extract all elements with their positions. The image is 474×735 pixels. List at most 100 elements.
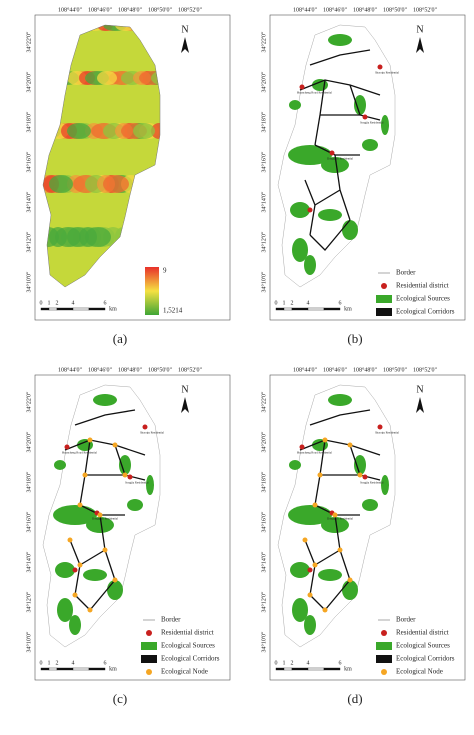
ecological-node xyxy=(122,472,128,478)
scale-label: km xyxy=(344,306,352,312)
scale-segment xyxy=(56,667,74,671)
heat-patch xyxy=(151,175,160,193)
panel-caption: (c) xyxy=(113,691,127,706)
heat-patch xyxy=(139,25,160,31)
scale-label: 6 xyxy=(104,300,107,306)
ecological-source xyxy=(290,562,310,578)
legend-label: Residential district xyxy=(396,629,449,637)
legend-source xyxy=(141,642,157,650)
longitude-label: 108°52'0" xyxy=(413,366,437,373)
scale-segment xyxy=(275,667,285,671)
place-label: Songjia Residential xyxy=(125,481,149,485)
ecological-source xyxy=(93,394,117,406)
legend-corridor xyxy=(376,308,392,316)
scale-label: km xyxy=(109,306,117,312)
ecological-node xyxy=(87,437,93,443)
heat-patch xyxy=(49,175,73,193)
latitude-label: 34°22'0" xyxy=(25,391,32,412)
heat-patch xyxy=(43,71,57,85)
legend-label: Ecological Sources xyxy=(161,642,215,650)
ecological-node xyxy=(322,607,328,613)
scale-segment xyxy=(323,667,341,671)
ecological-source xyxy=(107,580,123,600)
scale-segment xyxy=(275,307,285,311)
ecological-source xyxy=(69,615,81,635)
longitude-label: 108°48'0" xyxy=(118,6,142,13)
scale-label: km xyxy=(344,666,352,672)
ecological-node xyxy=(357,472,363,478)
legend-label: Ecological Corridors xyxy=(396,655,455,663)
latitude-label: 34°18'0" xyxy=(25,111,32,132)
latitude-label: 34°20'0" xyxy=(25,71,32,92)
latitude-label: 34°14'0" xyxy=(260,551,267,572)
north-arrow-label: N xyxy=(416,384,423,395)
place-label: Huancheng Road Residential xyxy=(62,451,97,455)
scale-label: 4 xyxy=(72,300,75,306)
place-label: Songjia Residential xyxy=(360,121,384,125)
place-label: Huancheng Road Residential xyxy=(297,91,332,95)
ecological-node xyxy=(102,547,108,553)
latitude-label: 34°18'0" xyxy=(260,471,267,492)
scale-label: 0 xyxy=(275,300,278,306)
ecological-source xyxy=(381,115,389,135)
legend-label: Ecological Sources xyxy=(396,642,450,650)
residential-district xyxy=(307,207,313,213)
scale-label: 6 xyxy=(104,660,107,666)
legend-corridor xyxy=(376,655,392,663)
residential-district xyxy=(142,424,148,430)
ecological-corridor xyxy=(309,219,351,251)
ecological-corridor xyxy=(64,439,146,456)
map-frame xyxy=(34,374,231,681)
heat-patch xyxy=(133,227,153,247)
ecological-corridor xyxy=(299,79,381,96)
longitude-label: 108°50'0" xyxy=(148,366,172,373)
north-arrow xyxy=(416,397,424,413)
legend-label: Ecological Sources xyxy=(396,295,450,303)
scale-segment xyxy=(291,307,309,311)
heat-patch xyxy=(55,25,75,31)
ecological-node xyxy=(347,577,353,583)
ecological-source xyxy=(292,238,308,262)
ecological-source xyxy=(318,569,342,581)
ecological-source xyxy=(57,598,73,622)
residential-district xyxy=(64,444,70,450)
heat-patch xyxy=(133,123,155,139)
heat-patch xyxy=(151,123,160,139)
longitude-label: 108°48'0" xyxy=(353,6,377,13)
heat-patch xyxy=(115,227,131,247)
scale-label: 4 xyxy=(307,660,310,666)
residential-district xyxy=(307,567,313,573)
scale-segment xyxy=(48,307,58,311)
place-label: Huancheng Road Residential xyxy=(297,451,332,455)
ecological-source xyxy=(328,34,352,46)
longitude-label: 108°52'0" xyxy=(413,6,437,13)
legend-node xyxy=(381,669,387,675)
latitude-label: 34°10'0" xyxy=(25,631,32,652)
ecological-source xyxy=(290,202,310,218)
latitude-label: 34°20'0" xyxy=(260,71,267,92)
scale-label: 1 xyxy=(283,300,286,306)
ecological-corridor xyxy=(299,439,381,456)
ecological-source xyxy=(312,79,328,91)
heat-patch xyxy=(97,71,117,85)
heat-patch xyxy=(67,123,91,139)
place-label: Shaoqiu Residential xyxy=(375,71,399,75)
scale-segment xyxy=(72,667,90,671)
scale-label: 2 xyxy=(291,660,294,666)
heat-patch xyxy=(115,25,135,31)
ecological-source xyxy=(321,517,349,533)
longitude-label: 108°52'0" xyxy=(178,6,202,13)
ecological-corridor xyxy=(74,409,136,426)
place-label: Songjia Residential xyxy=(360,481,384,485)
legend-node xyxy=(146,669,152,675)
legend-label: Residential district xyxy=(161,629,214,637)
latitude-label: 34°10'0" xyxy=(25,271,32,292)
latitude-label: 34°20'0" xyxy=(25,431,32,452)
heat-patch xyxy=(133,175,149,193)
residential-district xyxy=(299,444,305,450)
residential-district xyxy=(377,64,383,70)
ecological-source xyxy=(342,580,358,600)
latitude-label: 34°22'0" xyxy=(260,31,267,52)
longitude-label: 108°46'0" xyxy=(88,6,112,13)
residential-district xyxy=(72,567,78,573)
